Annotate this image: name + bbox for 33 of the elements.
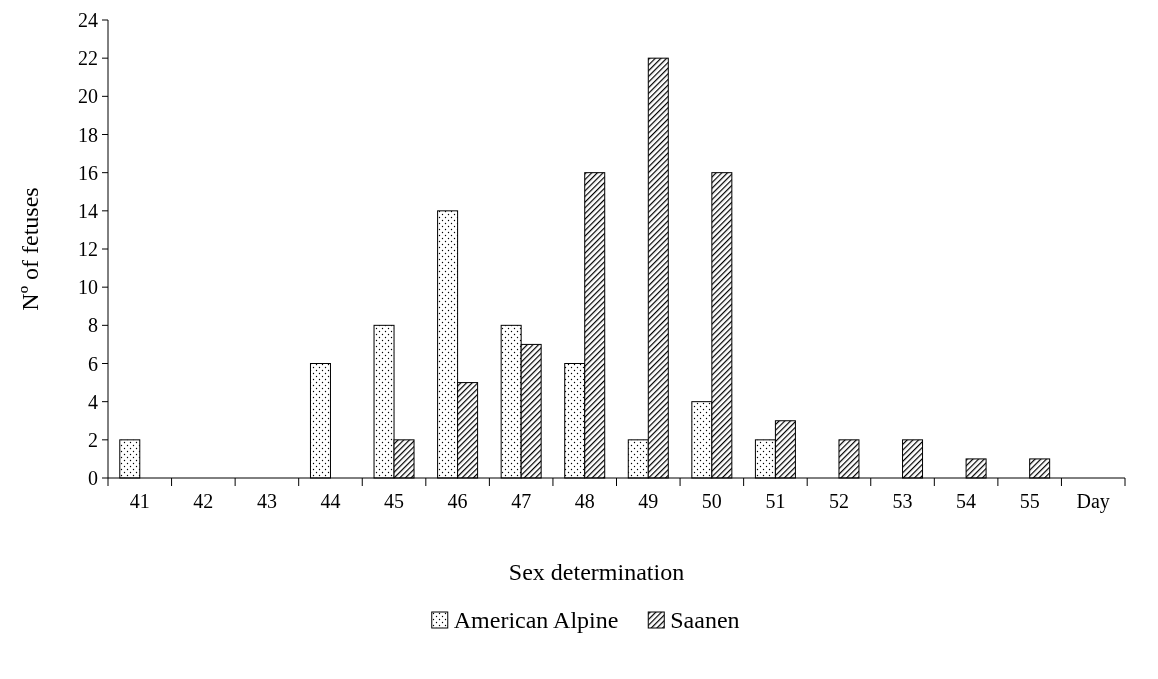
x-tick-label: 45 xyxy=(384,490,405,512)
x-tick-label: 55 xyxy=(1019,490,1040,512)
x-tick-label: 44 xyxy=(320,490,341,512)
y-tick-label: 22 xyxy=(78,47,98,70)
x-tick-label: 53 xyxy=(892,490,913,512)
legend-label: Saanen xyxy=(670,607,740,633)
x-axis-title: Sex determination xyxy=(508,559,685,585)
x-tick-label: 52 xyxy=(828,490,849,512)
y-tick-label: 6 xyxy=(88,352,98,375)
x-tick-label: 51 xyxy=(765,490,786,512)
x-tick-label: 43 xyxy=(256,490,277,512)
y-tick-label: 12 xyxy=(78,238,98,260)
y-axis-title: Nº of fetuses xyxy=(17,187,43,311)
y-tick-label: 2 xyxy=(88,428,98,451)
x-tick-label: 46 xyxy=(447,490,468,512)
x-tick-label: Day xyxy=(1076,490,1110,513)
y-tick-label: 4 xyxy=(88,390,98,413)
x-tick-label: 41 xyxy=(129,490,150,512)
y-tick-label: 0 xyxy=(88,467,98,489)
y-tick-label: 10 xyxy=(78,276,98,299)
x-tick-label: 49 xyxy=(638,490,659,512)
y-tick-label: 14 xyxy=(78,199,98,222)
y-tick-label: 16 xyxy=(78,161,98,184)
y-tick-label: 20 xyxy=(78,85,98,108)
legend-label: American Alpine xyxy=(453,607,619,633)
x-tick-label: 50 xyxy=(701,490,722,512)
y-tick-label: 24 xyxy=(78,9,98,31)
y-tick-label: 8 xyxy=(88,314,98,337)
x-tick-label: 47 xyxy=(511,490,532,512)
x-tick-label: 42 xyxy=(193,490,214,512)
x-tick-label: 48 xyxy=(574,490,595,512)
y-tick-label: 18 xyxy=(78,123,98,146)
x-tick-label: 54 xyxy=(956,490,977,512)
